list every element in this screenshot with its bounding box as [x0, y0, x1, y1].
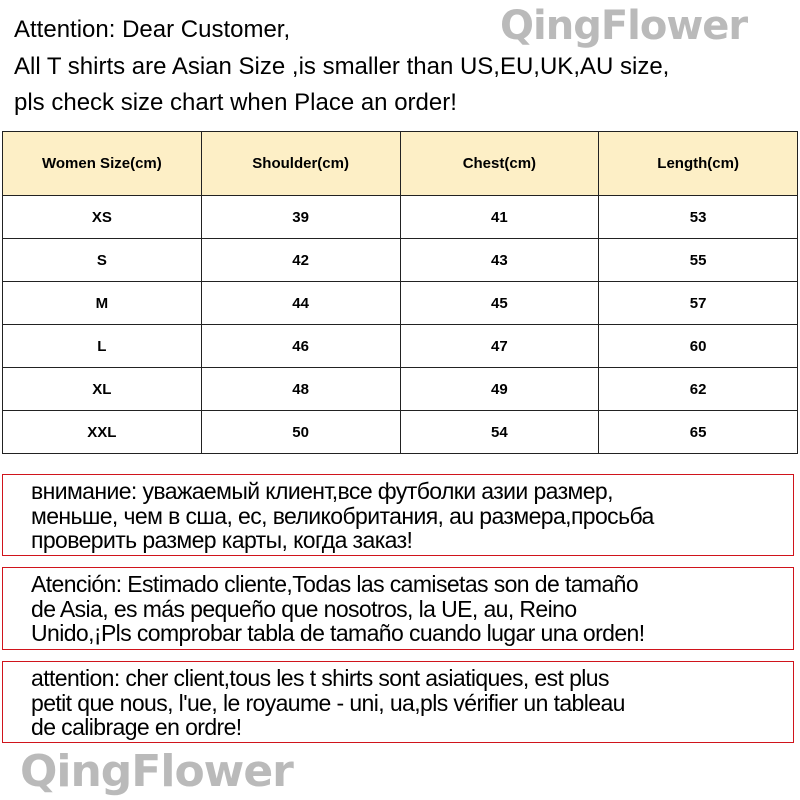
table-cell: 57	[598, 281, 798, 325]
notice-line: Unido,¡Pls comprobar tabla de tamaño cua…	[31, 620, 645, 646]
table-cell: 46	[200, 324, 401, 368]
table-cell: 65	[598, 410, 798, 454]
intro-line-3: pls check size chart when Place an order…	[14, 89, 457, 116]
table-cell: 62	[598, 367, 798, 411]
table-row: XL 48 49 62	[2, 367, 798, 411]
watermark-top: QingFlower	[500, 3, 748, 49]
table-cell: 42	[200, 238, 401, 282]
table-cell: 41	[399, 195, 600, 239]
notice-line: Atención: Estimado cliente,Todas las cam…	[31, 571, 639, 597]
notice-line: проверить размер карты, когда заказ!	[31, 527, 413, 553]
intro-line-2: All T shirts are Asian Size ,is smaller …	[14, 53, 670, 80]
table-row: S 42 43 55	[2, 238, 798, 282]
header-length: Length(cm)	[598, 131, 798, 196]
table-cell: 47	[399, 324, 600, 368]
table-cell: XXL	[2, 410, 202, 454]
header-size: Women Size(cm)	[2, 131, 202, 196]
table-cell: 55	[598, 238, 798, 282]
notice-line: внимание: уважаемый клиент,все футболки …	[31, 478, 614, 504]
notice-line: de Asia, es más pequeño que nosotros, la…	[31, 595, 577, 622]
notice-french: attention: cher client,tous les t shirts…	[2, 661, 794, 743]
intro-line-1: Attention: Dear Customer,	[14, 16, 291, 43]
table-cell: XS	[2, 195, 202, 239]
table-cell: 50	[200, 410, 401, 454]
table-cell: 39	[200, 195, 401, 239]
table-cell: 45	[399, 281, 600, 325]
table-header-row: Women Size(cm) Shoulder(cm) Chest(cm) Le…	[2, 131, 798, 196]
table-cell: 54	[399, 410, 600, 454]
table-cell: 49	[399, 367, 600, 411]
table-row: L 46 47 60	[2, 324, 798, 368]
table-row: XS 39 41 53	[2, 195, 798, 239]
table-cell: 60	[598, 324, 798, 368]
table-cell: XL	[2, 367, 202, 411]
table-cell: 48	[200, 367, 401, 411]
size-chart-table: Women Size(cm) Shoulder(cm) Chest(cm) Le…	[2, 131, 798, 454]
notice-spanish: Atención: Estimado cliente,Todas las cam…	[2, 567, 794, 650]
table-row: XXL 50 54 65	[2, 410, 798, 454]
table-cell: 43	[399, 238, 600, 282]
watermark-bottom: QingFlower	[20, 746, 294, 797]
notice-line: de calibrage en ordre!	[31, 714, 242, 740]
table-cell: L	[2, 324, 202, 368]
notice-russian: внимание: уважаемый клиент,все футболки …	[2, 474, 794, 556]
table-cell: S	[2, 238, 202, 282]
notice-line: attention: cher client,tous les t shirts…	[31, 665, 609, 691]
header-chest: Chest(cm)	[399, 131, 600, 196]
table-row: M 44 45 57	[2, 281, 798, 325]
notice-line: меньше, чем в сша, ес, великобритания, a…	[31, 502, 654, 529]
table-cell: 44	[200, 281, 401, 325]
table-cell: M	[2, 281, 202, 325]
header-shoulder: Shoulder(cm)	[200, 131, 401, 196]
notice-line: petit que nous, l'ue, le royaume - uni, …	[31, 689, 625, 716]
table-cell: 53	[598, 195, 798, 239]
